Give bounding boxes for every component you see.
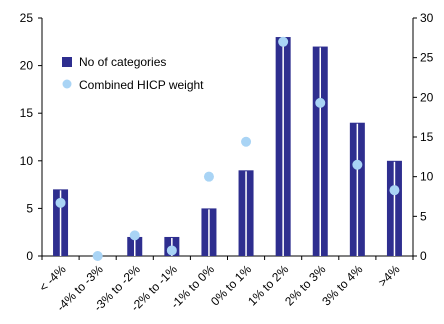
x-tick-label: < -4% xyxy=(36,262,69,295)
legend-bar-swatch xyxy=(62,57,72,67)
y-tick-label-right: 20 xyxy=(420,90,434,104)
hicp-weight-point xyxy=(55,197,66,208)
bars xyxy=(53,37,402,257)
legend-marker-swatch xyxy=(62,79,72,89)
hicp-weight-point xyxy=(92,251,103,261)
hicp-weight-point xyxy=(315,97,326,108)
hicp-weight-point xyxy=(352,159,363,170)
hicp-weight-point xyxy=(241,136,252,147)
markers xyxy=(55,36,400,261)
y-tick-label-right: 0 xyxy=(420,249,427,263)
legend-label-markers: Combined HICP weight xyxy=(79,78,204,92)
x-tick-label: >4% xyxy=(375,262,402,289)
y-tick-label-right: 30 xyxy=(420,11,434,25)
hicp-weight-point xyxy=(129,230,140,241)
hicp-weight-point xyxy=(278,36,289,47)
axes xyxy=(38,17,417,260)
y-tick-label-left: 10 xyxy=(20,154,34,168)
hicp-weight-point xyxy=(166,245,177,256)
y-tick-label-left: 20 xyxy=(20,59,34,73)
legend: No of categories Combined HICP weight xyxy=(62,55,204,92)
legend-label-bars: No of categories xyxy=(79,55,166,69)
y-tick-label-right: 10 xyxy=(420,170,434,184)
hicp-weight-point xyxy=(203,171,214,182)
y-tick-label-right: 15 xyxy=(420,130,434,144)
y-tick-label-left: 25 xyxy=(20,11,34,25)
y-tick-label-left: 5 xyxy=(26,201,33,215)
hicp-weight-point xyxy=(389,185,400,196)
y-tick-label-left: 15 xyxy=(20,106,34,120)
y-tick-label-left: 0 xyxy=(26,249,33,263)
y-tick-label-right: 25 xyxy=(420,51,434,65)
x-tick-label: 3% to 4% xyxy=(319,262,365,308)
y-tick-label-right: 5 xyxy=(420,209,427,223)
